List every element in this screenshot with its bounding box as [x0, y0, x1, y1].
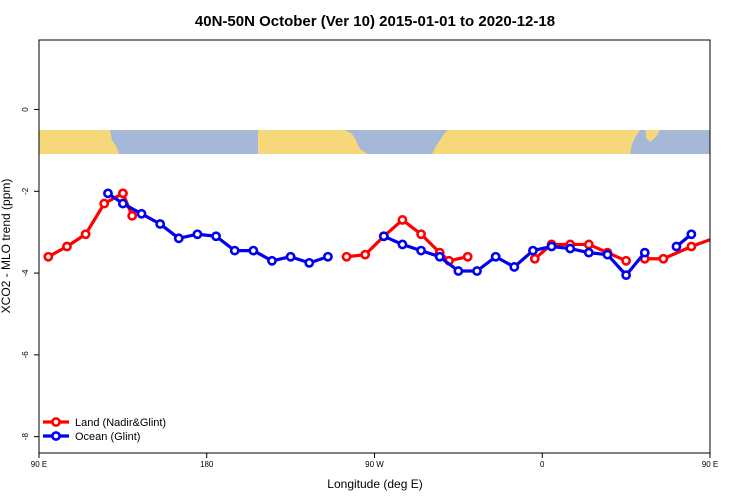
- y-axis: 0 -2 -4 -6 -8: [21, 107, 39, 440]
- data-point: [546, 241, 557, 252]
- land-mass-east: [646, 130, 660, 142]
- data-point: [397, 215, 408, 225]
- data-point: [565, 243, 576, 254]
- data-point: [583, 239, 594, 250]
- legend-marker: [51, 431, 61, 441]
- series-layer: [43, 188, 741, 281]
- data-point: [117, 188, 128, 199]
- data-point: [80, 229, 91, 240]
- legend: Land (Nadir&Glint) Ocean (Glint): [43, 417, 166, 443]
- series-line: [47, 191, 124, 259]
- x-tick-label: 90 E: [702, 460, 718, 469]
- data-point: [528, 245, 538, 256]
- series-line: [644, 237, 710, 261]
- data-point: [509, 262, 520, 272]
- data-point: [621, 255, 632, 266]
- data-point: [99, 198, 110, 209]
- x-tick-label: 90 W: [365, 460, 384, 469]
- x-tick-label: 180: [200, 460, 214, 469]
- land-mass-america: [258, 130, 368, 154]
- x-axis-label: Longitude (deg E): [327, 477, 422, 491]
- x-tick-label: 0: [540, 460, 545, 469]
- x-axis: 90 E 180 90 W 0 90 E: [31, 453, 718, 469]
- data-point: [136, 208, 147, 219]
- data-point: [323, 251, 333, 262]
- data-point: [229, 245, 240, 256]
- data-point: [462, 251, 473, 262]
- data-point: [127, 210, 138, 221]
- data-point: [529, 253, 540, 264]
- data-point: [341, 251, 352, 262]
- y-axis-label: XCO2 - MLO trend (ppm): [0, 179, 13, 314]
- chart-title: 40N-50N October (Ver 10) 2015-01-01 to 2…: [195, 13, 555, 30]
- data-point: [602, 249, 613, 260]
- data-point: [686, 241, 697, 252]
- data-point: [155, 219, 166, 229]
- legend-marker: [51, 417, 61, 427]
- y-tick-label: -6: [21, 351, 30, 359]
- data-point: [117, 198, 128, 209]
- data-point: [472, 266, 482, 276]
- data-point: [360, 249, 371, 260]
- data-point: [639, 247, 650, 258]
- y-tick-label: -4: [21, 269, 30, 277]
- data-point: [453, 266, 464, 276]
- x-tick-label: 90 E: [31, 460, 47, 469]
- data-point: [304, 257, 315, 268]
- data-point: [734, 253, 741, 260]
- data-point: [416, 229, 426, 240]
- series-line: [107, 192, 329, 265]
- legend-label: Land (Nadir&Glint): [75, 417, 166, 429]
- data-point: [671, 241, 682, 252]
- data-point: [658, 253, 669, 264]
- data-point: [378, 231, 389, 242]
- y-tick-label: -8: [21, 433, 30, 441]
- data-point: [43, 251, 54, 262]
- legend-label: Ocean (Glint): [75, 431, 140, 443]
- y-tick-label: -2: [21, 187, 30, 195]
- data-point: [434, 251, 445, 262]
- data-point: [716, 233, 723, 240]
- data-point: [686, 229, 697, 240]
- land-mass-eurasia: [432, 130, 640, 154]
- data-point: [211, 231, 221, 242]
- land-ocean-strip: [39, 130, 710, 154]
- data-point: [173, 233, 184, 244]
- data-point: [192, 229, 203, 240]
- y-tick-label: 0: [21, 107, 30, 112]
- data-point: [103, 188, 113, 199]
- data-point: [490, 251, 501, 262]
- data-point: [621, 270, 632, 281]
- data-point: [397, 239, 408, 250]
- data-point: [62, 241, 72, 252]
- data-point: [285, 251, 296, 262]
- series-ocean: [103, 188, 697, 281]
- land-mass-west: [39, 130, 119, 154]
- data-point: [583, 247, 594, 258]
- data-point: [416, 245, 426, 256]
- data-point: [248, 245, 259, 256]
- data-point: [267, 255, 277, 266]
